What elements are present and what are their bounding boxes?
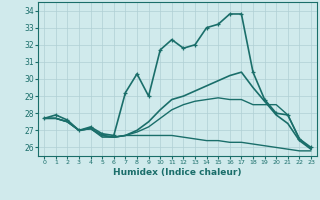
X-axis label: Humidex (Indice chaleur): Humidex (Indice chaleur) <box>113 168 242 177</box>
